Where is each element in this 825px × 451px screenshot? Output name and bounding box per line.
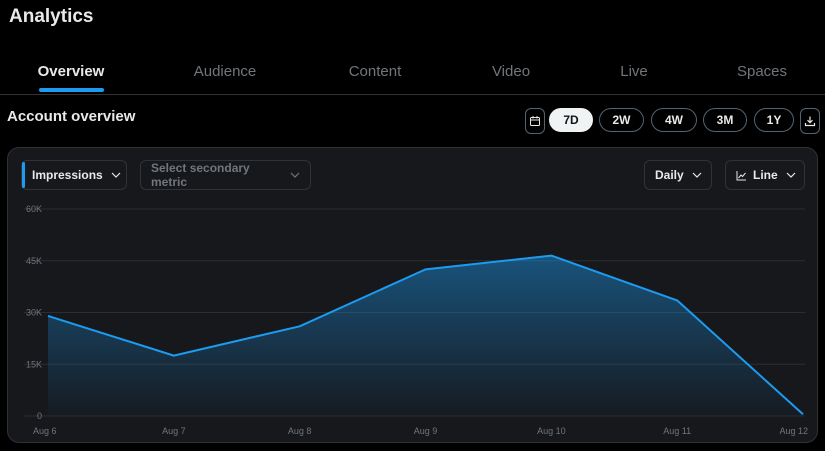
y-tick-label: 0	[37, 411, 42, 421]
tab-live[interactable]: Live	[620, 62, 648, 80]
active-tab-indicator	[39, 88, 104, 92]
range-3m-button[interactable]: 3M	[703, 108, 747, 132]
granularity-label: Daily	[655, 168, 684, 182]
x-tick-label: Aug 6	[33, 426, 57, 436]
x-tick-label: Aug 9	[414, 426, 438, 436]
impressions-area-fill	[48, 255, 803, 416]
x-tick-label: Aug 12	[779, 426, 808, 436]
primary-metric-dropdown[interactable]: Impressions	[21, 160, 127, 190]
chevron-down-icon	[692, 172, 702, 178]
x-tick-label: Aug 7	[162, 426, 186, 436]
tab-bar: Overview Audience Content Video Live Spa…	[0, 48, 825, 95]
chevron-down-icon	[786, 172, 796, 178]
range-7d-button[interactable]: 7D	[549, 108, 593, 132]
y-tick-label: 45K	[26, 256, 42, 266]
chevron-down-icon	[290, 172, 300, 178]
primary-metric-label: Impressions	[32, 168, 103, 182]
x-tick-label: Aug 8	[288, 426, 312, 436]
y-tick-label: 15K	[26, 359, 42, 369]
tab-spaces[interactable]: Spaces	[736, 62, 788, 80]
download-icon	[804, 116, 816, 127]
section-title: Account overview	[7, 108, 136, 125]
range-1y-button[interactable]: 1Y	[754, 108, 794, 132]
x-tick-label: Aug 11	[663, 426, 691, 436]
tab-content[interactable]: Content	[348, 62, 402, 80]
download-button[interactable]	[800, 108, 820, 134]
range-2w-button[interactable]: 2W	[599, 108, 644, 132]
y-tick-label: 30K	[26, 308, 42, 318]
chart-type-label: Line	[753, 168, 778, 182]
tab-audience[interactable]: Audience	[193, 62, 257, 80]
tab-video[interactable]: Video	[491, 62, 531, 80]
y-tick-label: 60K	[26, 204, 42, 214]
secondary-metric-dropdown[interactable]: Select secondary metric	[140, 160, 311, 190]
x-tick-label: Aug 10	[537, 426, 566, 436]
chart-type-dropdown[interactable]: Line	[725, 160, 805, 190]
tab-overview[interactable]: Overview	[37, 62, 105, 80]
line-chart-icon	[736, 170, 747, 181]
page-title: Analytics	[9, 6, 94, 27]
calendar-icon	[530, 116, 540, 126]
range-4w-button[interactable]: 4W	[651, 108, 697, 132]
chevron-down-icon	[111, 172, 121, 178]
calendar-button[interactable]	[525, 108, 545, 134]
granularity-dropdown[interactable]: Daily	[644, 160, 712, 190]
secondary-metric-placeholder: Select secondary metric	[151, 161, 250, 189]
primary-metric-accent	[22, 162, 25, 188]
